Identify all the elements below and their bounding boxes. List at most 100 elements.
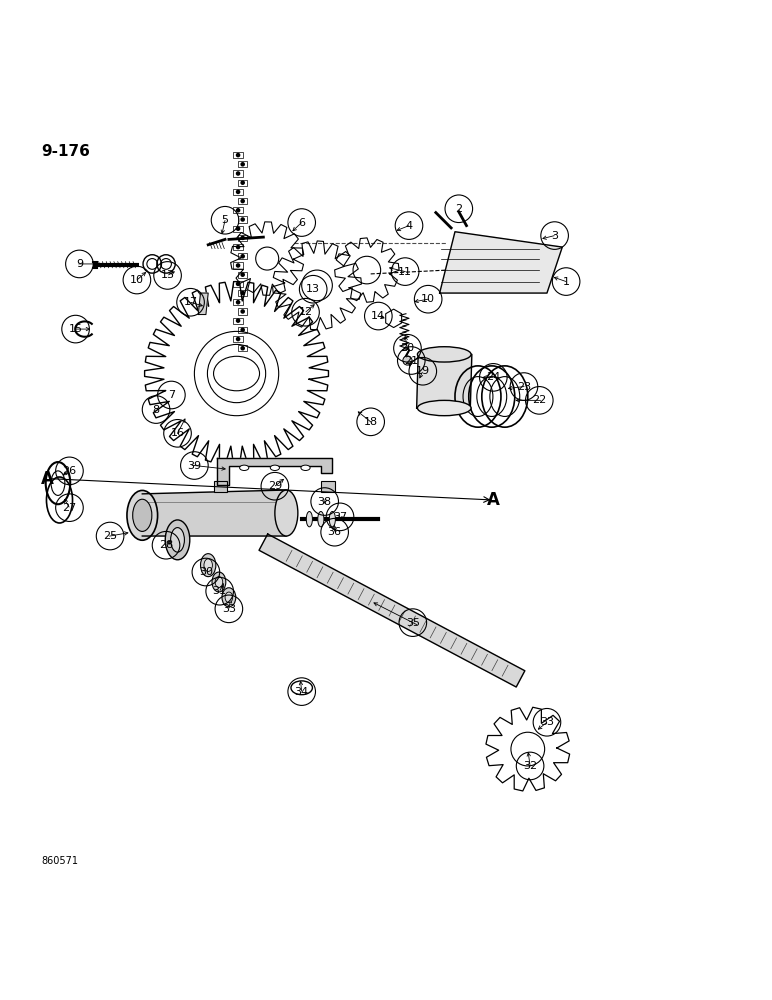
- Text: 27: 27: [63, 503, 76, 513]
- Ellipse shape: [204, 559, 212, 571]
- Text: 37: 37: [333, 512, 347, 522]
- Circle shape: [240, 309, 245, 314]
- Ellipse shape: [239, 465, 249, 470]
- Text: 9-176: 9-176: [41, 144, 90, 159]
- Polygon shape: [218, 458, 333, 485]
- Circle shape: [235, 208, 240, 213]
- Ellipse shape: [418, 400, 471, 416]
- Ellipse shape: [171, 528, 185, 552]
- Text: 13: 13: [306, 284, 320, 294]
- Text: 14: 14: [371, 311, 385, 321]
- Text: 4: 4: [405, 221, 412, 231]
- Bar: [238, 290, 247, 296]
- Bar: [238, 235, 247, 241]
- Text: 19: 19: [416, 366, 430, 376]
- Circle shape: [240, 254, 245, 259]
- Bar: [233, 262, 242, 269]
- Text: 3: 3: [551, 231, 558, 241]
- Text: 22: 22: [532, 395, 547, 405]
- Circle shape: [403, 356, 412, 365]
- Bar: [238, 180, 247, 186]
- Ellipse shape: [215, 577, 222, 587]
- Text: 21: 21: [405, 356, 418, 366]
- Ellipse shape: [165, 520, 190, 560]
- Bar: [233, 170, 242, 177]
- Ellipse shape: [301, 465, 310, 470]
- Bar: [233, 318, 242, 324]
- Text: 28: 28: [159, 540, 173, 550]
- Bar: [238, 345, 247, 351]
- Bar: [233, 244, 242, 250]
- Text: 34: 34: [295, 687, 309, 697]
- Ellipse shape: [222, 588, 235, 607]
- Circle shape: [240, 328, 245, 332]
- Text: 5: 5: [222, 215, 229, 225]
- Bar: [214, 481, 227, 492]
- Ellipse shape: [133, 499, 152, 531]
- Bar: [321, 481, 334, 492]
- Text: 26: 26: [63, 466, 76, 476]
- Polygon shape: [439, 232, 562, 293]
- Circle shape: [240, 236, 245, 240]
- Text: 2: 2: [455, 204, 462, 214]
- Circle shape: [240, 162, 245, 167]
- Text: 32: 32: [523, 761, 537, 771]
- Circle shape: [240, 272, 245, 277]
- Text: 10: 10: [422, 294, 435, 304]
- Text: 35: 35: [406, 618, 420, 628]
- Bar: [233, 336, 242, 342]
- Text: 20: 20: [401, 343, 415, 353]
- Circle shape: [235, 282, 240, 286]
- Text: A: A: [487, 491, 499, 509]
- Circle shape: [235, 300, 240, 305]
- Ellipse shape: [318, 511, 324, 527]
- Text: 33: 33: [222, 604, 236, 614]
- Bar: [238, 308, 247, 315]
- Bar: [238, 216, 247, 223]
- Text: 8: 8: [153, 405, 160, 415]
- Text: 9: 9: [76, 259, 83, 269]
- Bar: [233, 189, 242, 195]
- Polygon shape: [198, 293, 208, 315]
- Ellipse shape: [212, 572, 226, 592]
- Text: 13: 13: [161, 270, 174, 280]
- Bar: [238, 253, 247, 259]
- Ellipse shape: [225, 592, 232, 603]
- Text: A: A: [41, 470, 54, 488]
- Bar: [238, 198, 247, 204]
- Circle shape: [235, 171, 240, 176]
- Text: 7: 7: [168, 390, 175, 400]
- Ellipse shape: [418, 347, 471, 362]
- Text: 16: 16: [171, 428, 185, 438]
- Bar: [238, 327, 247, 333]
- Bar: [233, 207, 242, 213]
- Circle shape: [240, 180, 245, 185]
- Text: 29: 29: [268, 481, 282, 491]
- Text: 24: 24: [486, 372, 500, 382]
- Text: 11: 11: [398, 267, 412, 277]
- Circle shape: [240, 346, 245, 351]
- Bar: [233, 152, 242, 158]
- Ellipse shape: [270, 465, 279, 470]
- Text: 38: 38: [317, 497, 332, 507]
- Text: 33: 33: [540, 717, 554, 727]
- Text: 6: 6: [298, 218, 305, 228]
- Ellipse shape: [275, 490, 298, 536]
- Text: 30: 30: [199, 567, 213, 577]
- Bar: [233, 299, 242, 305]
- Text: 25: 25: [103, 531, 117, 541]
- Text: 15: 15: [69, 324, 83, 334]
- Polygon shape: [142, 490, 286, 536]
- Text: 860571: 860571: [41, 856, 78, 866]
- Circle shape: [240, 217, 245, 222]
- Bar: [238, 161, 247, 167]
- Text: 10: 10: [130, 275, 144, 285]
- Circle shape: [235, 226, 240, 231]
- Circle shape: [235, 263, 240, 268]
- Circle shape: [235, 190, 240, 194]
- Polygon shape: [417, 354, 472, 408]
- Text: 31: 31: [212, 586, 227, 596]
- Ellipse shape: [201, 554, 216, 577]
- Text: 12: 12: [299, 307, 313, 317]
- Text: 17: 17: [184, 297, 198, 307]
